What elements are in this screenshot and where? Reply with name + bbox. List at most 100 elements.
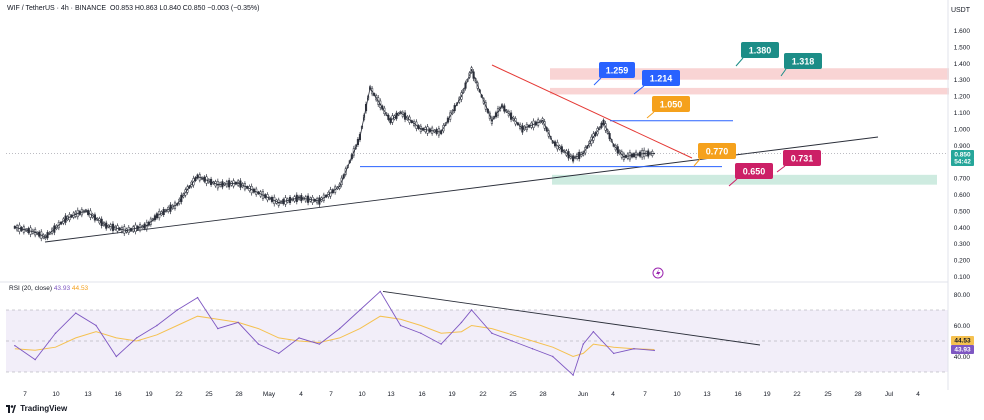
tradingview-logo-icon: [6, 404, 16, 413]
rsi-point: [318, 343, 321, 345]
annotation-leader: [593, 77, 602, 86]
price-point: [582, 152, 585, 155]
annotation-tag-bg: [783, 150, 821, 166]
price-badge: 0.850: [954, 152, 971, 159]
time-tick-label: 10: [52, 391, 60, 398]
time-tick-label: 22: [793, 391, 801, 398]
annotation-tag-bg: [698, 143, 736, 159]
time-tick-label: 4: [611, 391, 615, 398]
price-point: [105, 224, 107, 227]
price-point: [501, 105, 503, 107]
price-point: [541, 119, 544, 122]
rsi-point: [14, 344, 16, 347]
time-tick-label: 25: [824, 391, 832, 398]
rsi-point: [653, 349, 655, 352]
rsi-value: 43.93: [53, 285, 71, 292]
price-point: [369, 87, 371, 89]
time-tick-label: Jun: [578, 391, 589, 398]
rsi-point: [54, 332, 57, 334]
rsi-point: [156, 324, 158, 327]
price-point: [349, 160, 351, 163]
annotation-leader: [728, 178, 738, 187]
rsi-point: [491, 332, 493, 334]
price-point: [480, 95, 483, 97]
price-tick-label: 0.900: [954, 143, 971, 150]
time-tick-label: 25: [205, 391, 213, 398]
rising-trendline: [44, 136, 879, 243]
time-tick-label: 16: [734, 391, 742, 398]
rsi-point: [379, 290, 381, 293]
price-tick-label: 0.400: [954, 225, 971, 232]
resistance-zone-2: [550, 87, 949, 95]
time-tick-label: 19: [763, 391, 771, 398]
price-point: [237, 182, 239, 184]
rsi-point: [592, 331, 595, 333]
price-point: [399, 111, 402, 114]
rsi-point: [298, 337, 300, 339]
rsi-ma-badge-bg: [951, 336, 974, 345]
price-point: [612, 144, 615, 147]
time-tick-label: 19: [145, 391, 153, 398]
price-tick-label: 1.300: [954, 77, 971, 84]
price-point: [389, 119, 392, 122]
time-tick-label: 10: [673, 391, 681, 398]
descending-trendline: [491, 64, 693, 159]
annotation-leader: [776, 165, 786, 173]
rsi-point: [633, 348, 635, 350]
rsi-point: [34, 358, 36, 361]
price-tick-label: 0.300: [954, 241, 971, 248]
annotation-tag-label: 0.770: [706, 147, 729, 157]
annotation-leader: [646, 111, 655, 119]
rsi-point: [196, 296, 199, 299]
price-point: [643, 152, 645, 155]
countdown-badge-bg: [951, 158, 974, 166]
annotation-tag-label: 1.380: [749, 46, 772, 56]
price-tick-label: 1.000: [954, 126, 971, 133]
price-point: [552, 141, 554, 143]
annotation-tag-label: 1.214: [650, 74, 673, 84]
price-point: [85, 210, 87, 212]
price-point: [379, 103, 382, 106]
price-point: [592, 136, 595, 138]
rsi-point: [511, 340, 513, 342]
price-point: [572, 157, 574, 160]
price-point: [420, 128, 422, 130]
symbol-header[interactable]: WIF / TetherUS · 4h · BINANCE O0.853 H0.…: [7, 5, 261, 12]
rsi-point: [257, 343, 260, 345]
rsi-tick-label: 60.00: [954, 323, 971, 330]
rsi-point: [420, 332, 422, 334]
rsi-line: [14, 290, 655, 376]
rsi-tick-label: 40.00: [954, 354, 971, 361]
price-unit: USDT: [950, 7, 970, 14]
price-point: [602, 121, 605, 124]
rsi-trendline: [382, 290, 761, 346]
time-tick-label: May: [263, 391, 276, 398]
price-tick-label: 0.200: [954, 258, 971, 265]
price-tick-label: 0.600: [954, 192, 971, 199]
price-point: [623, 155, 625, 158]
rsi-point: [338, 327, 341, 330]
annotation-tag-label: 0.731: [791, 154, 814, 164]
rsi-point: [572, 374, 574, 376]
rsi-ma-badge: 44.53: [954, 338, 971, 345]
price-point: [257, 192, 260, 194]
time-tick-label: 25: [509, 391, 517, 398]
annotation-tag-bg: [735, 163, 773, 179]
time-tick-label: 19: [448, 391, 456, 398]
rsi-ma-line: [14, 315, 655, 358]
price-point: [125, 229, 128, 232]
price-point: [44, 236, 47, 238]
time-tick-label: 13: [387, 391, 395, 398]
time-tick-label: 28: [235, 391, 243, 398]
price-point: [338, 185, 341, 188]
brand-footer[interactable]: TradingView: [6, 404, 67, 413]
annotation-leader: [633, 85, 645, 95]
price-tick-label: 0.700: [954, 176, 971, 183]
annotation-tag-bg: [652, 96, 690, 112]
symbol-title: WIF / TetherUS · 4h · BINANCE: [7, 5, 107, 12]
rsi-header[interactable]: RSI (20, close) 43.93 44.53: [9, 285, 88, 292]
annotation-tag-bg: [599, 62, 635, 78]
price-point: [176, 203, 179, 206]
